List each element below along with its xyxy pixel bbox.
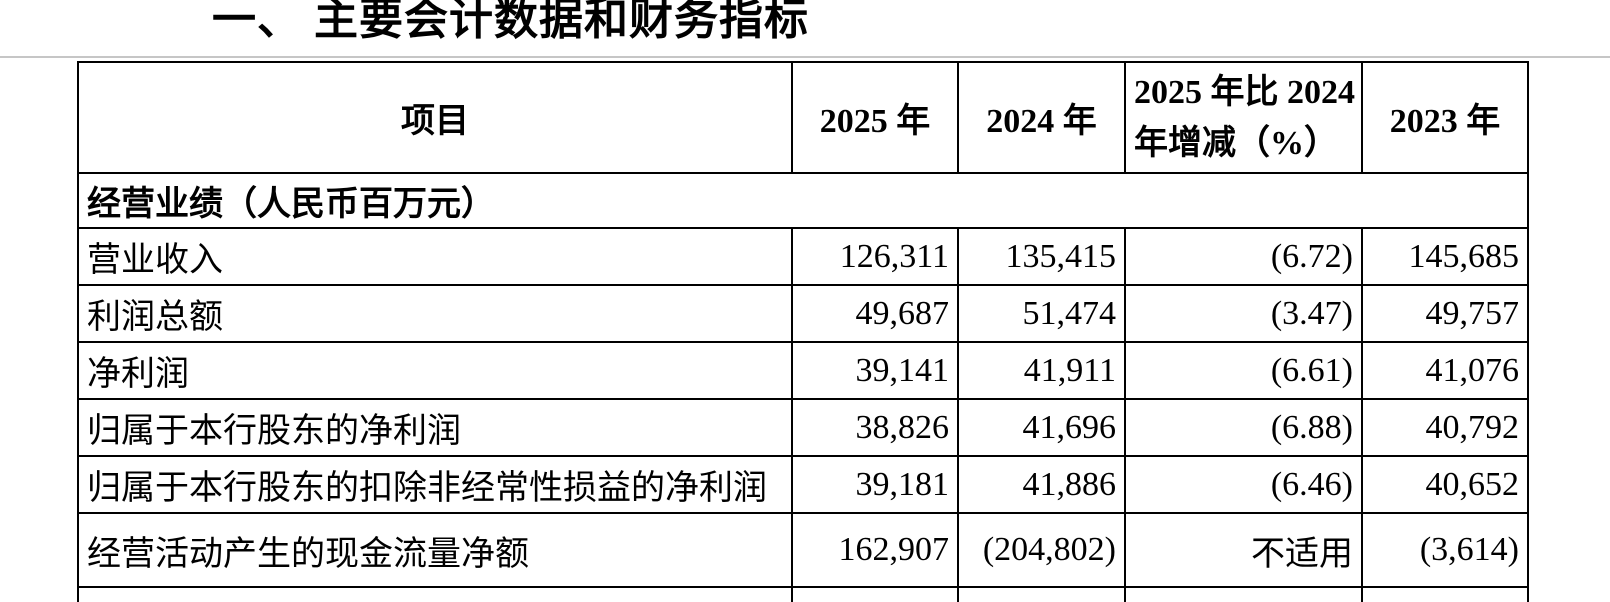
cell-2023: (3,614) — [1361, 512, 1529, 588]
cell-change: (6.88) — [1124, 398, 1363, 457]
cell-change: (6.72) — [1124, 227, 1363, 286]
header-cell-change: 2025 年比 2024 年增减（%） — [1124, 61, 1363, 174]
section-label: 经营业绩（人民币百万元） — [77, 172, 1529, 229]
cell-2025: 162,907 — [791, 512, 959, 588]
cell-2024: (204,802) — [957, 512, 1126, 588]
row-label: 营业收入 — [77, 227, 793, 286]
header-cell-2025: 2025 年 — [791, 61, 959, 174]
cell-change: 不适用 — [1124, 512, 1363, 588]
stub-cell — [1361, 586, 1529, 602]
cell-2023: 145,685 — [1361, 227, 1529, 286]
cell-2025: 126,311 — [791, 227, 959, 286]
cell-2023: 40,652 — [1361, 455, 1529, 514]
table-row: 营业收入 126,311 135,415 (6.72) 145,685 — [77, 227, 1529, 286]
cell-2025: 39,141 — [791, 341, 959, 400]
row-label: 净利润 — [77, 341, 793, 400]
cell-2023: 41,076 — [1361, 341, 1529, 400]
cell-2023: 49,757 — [1361, 284, 1529, 343]
financial-indicators-table: 项目 2025 年 2024 年 2025 年比 2024 年增减（%） 202… — [77, 61, 1529, 602]
section-row: 经营业绩（人民币百万元） — [77, 172, 1529, 229]
cell-2025: 49,687 — [791, 284, 959, 343]
cell-change: (6.46) — [1124, 455, 1363, 514]
header-cell-2023: 2023 年 — [1361, 61, 1529, 174]
header-cell-item: 项目 — [77, 61, 793, 174]
header-row: 项目 2025 年 2024 年 2025 年比 2024 年增减（%） 202… — [77, 61, 1529, 174]
row-label: 经营活动产生的现金流量净额 — [77, 512, 793, 588]
cell-2025: 39,181 — [791, 455, 959, 514]
header-cell-2024: 2024 年 — [957, 61, 1126, 174]
cell-change: (3.47) — [1124, 284, 1363, 343]
stub-cell — [957, 586, 1126, 602]
cell-2025: 38,826 — [791, 398, 959, 457]
cell-2024: 51,474 — [957, 284, 1126, 343]
cell-2023: 40,792 — [1361, 398, 1529, 457]
table-row: 归属于本行股东的扣除非经常性损益的净利润 39,181 41,886 (6.46… — [77, 455, 1529, 514]
cell-2024: 41,911 — [957, 341, 1126, 400]
table-row: 经营活动产生的现金流量净额 162,907 (204,802) 不适用 (3,6… — [77, 512, 1529, 588]
stub-cell — [77, 586, 793, 602]
cell-2024: 135,415 — [957, 227, 1126, 286]
header-change-line1: 2025 年比 2024 — [1134, 73, 1355, 111]
stub-cell — [791, 586, 959, 602]
page-divider-hairline — [0, 56, 1610, 58]
row-label: 归属于本行股东的扣除非经常性损益的净利润 — [77, 455, 793, 514]
table-row: 利润总额 49,687 51,474 (3.47) 49,757 — [77, 284, 1529, 343]
row-label: 利润总额 — [77, 284, 793, 343]
table-row: 净利润 39,141 41,911 (6.61) 41,076 — [77, 341, 1529, 400]
page-title: 一、 主要会计数据和财务指标 — [212, 0, 809, 44]
cell-change: (6.61) — [1124, 341, 1363, 400]
cell-2024: 41,886 — [957, 455, 1126, 514]
row-label: 归属于本行股东的净利润 — [77, 398, 793, 457]
header-change-line2: 年增减（%） — [1134, 124, 1338, 162]
cell-2024: 41,696 — [957, 398, 1126, 457]
stub-cell — [1124, 586, 1363, 602]
table-row: 归属于本行股东的净利润 38,826 41,696 (6.88) 40,792 — [77, 398, 1529, 457]
next-row-stub — [77, 586, 1529, 602]
